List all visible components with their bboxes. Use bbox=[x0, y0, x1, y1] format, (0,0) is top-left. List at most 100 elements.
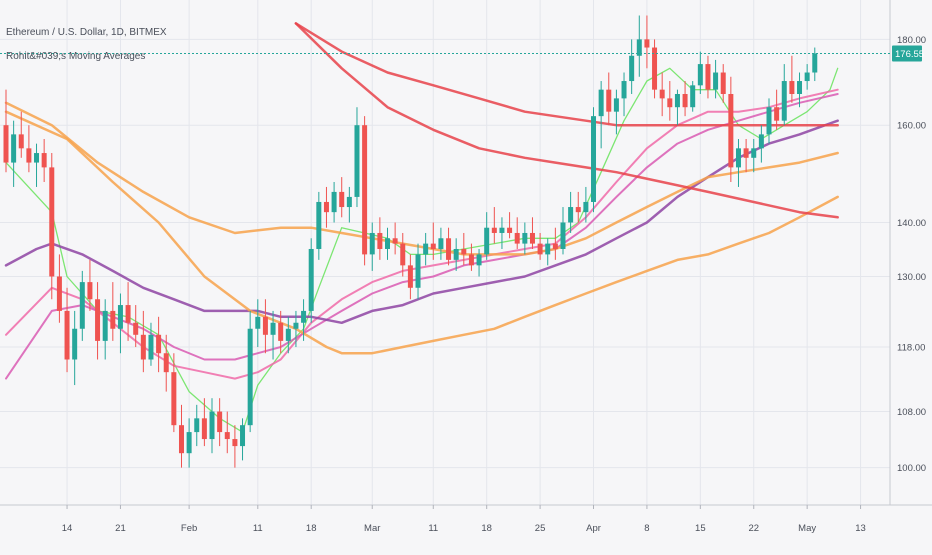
candle-body bbox=[34, 153, 40, 163]
candle-body bbox=[674, 94, 680, 108]
candle-body bbox=[575, 207, 581, 213]
candle-body bbox=[224, 432, 230, 440]
candle-body bbox=[560, 222, 566, 249]
time-axis-tick-label: 11 bbox=[253, 523, 263, 534]
time-axis-tick-label: 14 bbox=[62, 523, 73, 534]
candle-body bbox=[804, 72, 810, 82]
candle-body bbox=[316, 201, 322, 249]
candle-body bbox=[743, 148, 749, 158]
candle-body bbox=[415, 254, 421, 288]
time-axis[interactable]: 14 21 Feb 11 18 Mar 11 18 25 Apr 8 15 22 May 13 bbox=[62, 505, 866, 534]
candle-body bbox=[95, 299, 101, 341]
price-axis[interactable]: 100.00 108.00 118.00 130.00 140.00 160.00 180.… bbox=[897, 35, 926, 474]
candle-body bbox=[461, 248, 467, 255]
candle-body bbox=[262, 316, 268, 335]
candle-body bbox=[636, 39, 642, 56]
candle-body bbox=[247, 328, 253, 426]
candle-body bbox=[697, 64, 703, 86]
candle-body bbox=[797, 81, 803, 95]
candle-body bbox=[659, 89, 665, 99]
time-axis-tick-label: 11 bbox=[428, 523, 438, 534]
candle-body bbox=[64, 310, 70, 360]
candle-body bbox=[178, 425, 184, 454]
candle-body bbox=[713, 72, 719, 90]
price-axis-tick-label: 180.00 bbox=[897, 35, 926, 46]
candle-body bbox=[438, 238, 444, 249]
candle-body bbox=[156, 334, 162, 354]
time-axis-tick-label: 25 bbox=[535, 523, 546, 534]
candle-body bbox=[537, 243, 543, 255]
candle-body bbox=[163, 353, 169, 373]
candle-body bbox=[110, 310, 116, 329]
candles bbox=[3, 15, 818, 468]
candle-body bbox=[545, 243, 551, 255]
candle-body bbox=[728, 94, 734, 168]
candle-body bbox=[407, 265, 413, 288]
candle-body bbox=[774, 107, 780, 121]
candle-body bbox=[453, 248, 459, 260]
candle-body bbox=[652, 47, 658, 90]
symbol-title[interactable]: Ethereum / U.S. Dollar, 1D, BITMEX bbox=[6, 27, 167, 38]
candle-body bbox=[270, 322, 276, 335]
candle-body bbox=[125, 305, 131, 323]
candle-body bbox=[781, 81, 787, 121]
candle-body bbox=[232, 439, 238, 447]
candle-body bbox=[49, 167, 55, 277]
candle-body bbox=[644, 39, 650, 48]
time-axis-tick-label: 22 bbox=[748, 523, 759, 534]
time-axis-tick-label: May bbox=[798, 523, 816, 534]
candle-body bbox=[240, 425, 246, 447]
candle-body bbox=[507, 227, 513, 233]
time-axis-tick-label: 21 bbox=[115, 523, 126, 534]
candle-body bbox=[255, 316, 261, 329]
candle-body bbox=[423, 243, 429, 255]
candle-body bbox=[201, 418, 207, 440]
candle-body bbox=[133, 322, 139, 335]
candle-body bbox=[491, 227, 497, 233]
candle-body bbox=[552, 243, 558, 249]
price-axis-tick-label: 108.00 bbox=[897, 407, 926, 418]
candle-body bbox=[72, 328, 78, 360]
candle-body bbox=[476, 254, 482, 266]
moving-average-line bbox=[4, 119, 839, 325]
candle-body bbox=[102, 310, 108, 341]
candle-body bbox=[186, 432, 192, 454]
time-axis-tick-label: Mar bbox=[364, 523, 380, 534]
candle-body bbox=[140, 334, 146, 360]
candle-body bbox=[377, 232, 383, 249]
candle-body bbox=[285, 328, 291, 341]
candle-body bbox=[629, 55, 635, 82]
time-axis-tick-label: 15 bbox=[695, 523, 706, 534]
indicator-title[interactable]: Rohit&#039;s Moving Averages bbox=[6, 51, 146, 62]
candle-body bbox=[117, 305, 123, 329]
last-price-tag: 176.55 bbox=[892, 45, 924, 62]
candle-body bbox=[583, 201, 589, 213]
candle-body bbox=[11, 134, 17, 163]
candle-body bbox=[209, 411, 215, 440]
candle-body bbox=[56, 276, 62, 311]
candle-body bbox=[148, 334, 154, 360]
price-axis-tick-label: 160.00 bbox=[897, 121, 926, 132]
moving-average-line bbox=[294, 22, 839, 127]
candle-body bbox=[568, 207, 574, 223]
candle-body bbox=[735, 148, 741, 168]
candle-body bbox=[667, 98, 673, 108]
candle-body bbox=[621, 81, 627, 99]
price-axis-tick-label: 140.00 bbox=[897, 218, 926, 229]
candle-body bbox=[690, 85, 696, 108]
candle-body bbox=[720, 72, 726, 95]
candle-body bbox=[301, 310, 307, 323]
time-axis-tick-label: Apr bbox=[586, 523, 601, 534]
price-axis-tick-label: 118.00 bbox=[897, 343, 925, 354]
moving-average-line bbox=[294, 22, 839, 219]
candle-body bbox=[751, 148, 757, 158]
candle-body bbox=[766, 107, 772, 135]
candle-body bbox=[3, 125, 9, 163]
candle-body bbox=[41, 153, 47, 168]
time-axis-tick-label: 8 bbox=[644, 523, 649, 534]
candle-body bbox=[598, 89, 604, 117]
candle-body bbox=[369, 232, 375, 255]
candle-body bbox=[812, 53, 818, 73]
